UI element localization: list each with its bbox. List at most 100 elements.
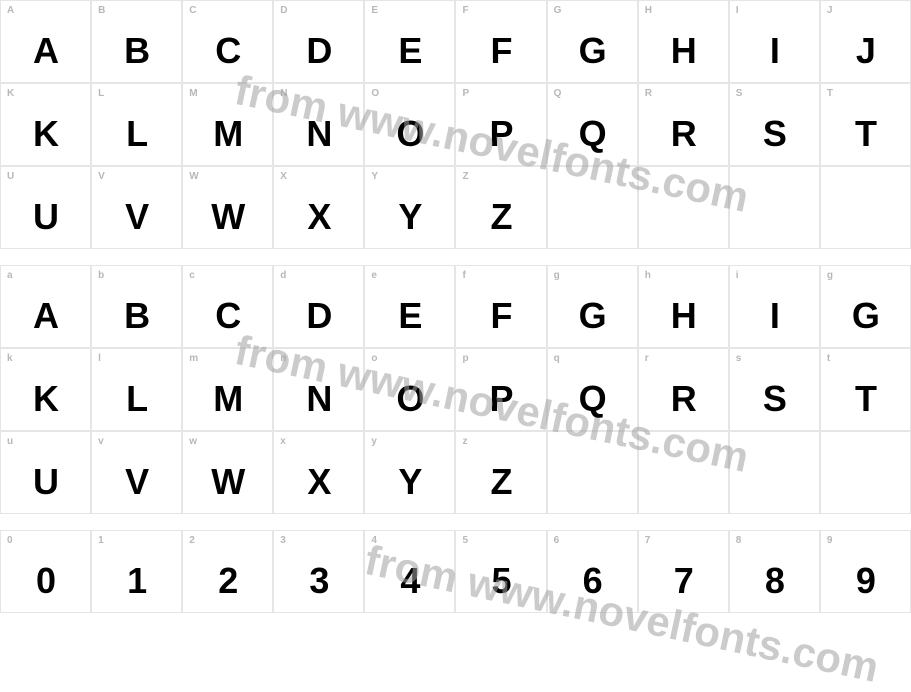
glyph-cell-label: l bbox=[92, 349, 181, 368]
glyph: V bbox=[92, 451, 181, 513]
glyph: P bbox=[456, 103, 545, 165]
glyph-cell: 00 bbox=[0, 530, 91, 613]
glyph-cell-label: D bbox=[274, 1, 363, 20]
glyph-cell-empty bbox=[547, 431, 638, 514]
glyph bbox=[821, 175, 910, 248]
glyph-cell: PP bbox=[455, 83, 546, 166]
glyph-cell-label: S bbox=[730, 84, 819, 103]
glyph-cell: KK bbox=[0, 83, 91, 166]
glyph: Y bbox=[365, 451, 454, 513]
glyph-cell-label: K bbox=[1, 84, 90, 103]
glyph: C bbox=[183, 285, 272, 347]
glyph: A bbox=[1, 20, 90, 82]
glyph-cell-label: N bbox=[274, 84, 363, 103]
glyph-cell-label bbox=[548, 432, 637, 440]
glyph-cell: qQ bbox=[547, 348, 638, 431]
glyph: N bbox=[274, 368, 363, 430]
glyph: G bbox=[548, 285, 637, 347]
glyph-cell: nN bbox=[273, 348, 364, 431]
glyph: 6 bbox=[548, 550, 637, 612]
glyph-cell-label: 7 bbox=[639, 531, 728, 550]
glyph-cell-label: b bbox=[92, 266, 181, 285]
glyph-cell: 77 bbox=[638, 530, 729, 613]
glyph: J bbox=[821, 20, 910, 82]
glyph-cell-label: H bbox=[639, 1, 728, 20]
glyph-cell-label: P bbox=[456, 84, 545, 103]
glyph-cell-label bbox=[730, 167, 819, 175]
glyph-row: aAbBcCdDeEfFgGhHiIgG bbox=[0, 265, 911, 348]
glyph-cell-label: F bbox=[456, 1, 545, 20]
glyph-cell-label: h bbox=[639, 266, 728, 285]
glyph-cell: EE bbox=[364, 0, 455, 83]
glyph: K bbox=[1, 368, 90, 430]
glyph-cell-empty bbox=[638, 431, 729, 514]
glyph-cell: gG bbox=[820, 265, 911, 348]
glyph-cell-label: g bbox=[821, 266, 910, 285]
glyph: I bbox=[730, 20, 819, 82]
glyph-cell: BB bbox=[91, 0, 182, 83]
glyph-cell: RR bbox=[638, 83, 729, 166]
glyph: I bbox=[730, 285, 819, 347]
glyph-cell-label: x bbox=[274, 432, 363, 451]
glyph: D bbox=[274, 285, 363, 347]
glyph: 7 bbox=[639, 550, 728, 612]
glyph-cell-empty bbox=[820, 166, 911, 249]
glyph-cell: 11 bbox=[91, 530, 182, 613]
glyph: 4 bbox=[365, 550, 454, 612]
glyph-cell: JJ bbox=[820, 0, 911, 83]
glyph-cell: lL bbox=[91, 348, 182, 431]
glyph: W bbox=[183, 451, 272, 513]
glyph-cell-label: B bbox=[92, 1, 181, 20]
glyph-cell-label: f bbox=[456, 266, 545, 285]
glyph-cell-label bbox=[821, 167, 910, 175]
glyph-cell-label: 2 bbox=[183, 531, 272, 550]
glyph-cell-label: T bbox=[821, 84, 910, 103]
glyph-cell: SS bbox=[729, 83, 820, 166]
glyph: K bbox=[1, 103, 90, 165]
glyph-cell-label: W bbox=[183, 167, 272, 186]
glyph-row: UUVVWWXXYYZZ bbox=[0, 166, 911, 249]
glyph-cell: CC bbox=[182, 0, 273, 83]
glyph: H bbox=[639, 285, 728, 347]
glyph-cell: II bbox=[729, 0, 820, 83]
glyph-cell-label bbox=[821, 432, 910, 440]
glyph-cell: fF bbox=[455, 265, 546, 348]
glyph-cell: rR bbox=[638, 348, 729, 431]
glyph: Q bbox=[548, 368, 637, 430]
glyph: B bbox=[92, 20, 181, 82]
glyph-cell: QQ bbox=[547, 83, 638, 166]
glyph-cell-label: R bbox=[639, 84, 728, 103]
glyph-cell: yY bbox=[364, 431, 455, 514]
glyph-row: AABBCCDDEEFFGGHHIIJJ bbox=[0, 0, 911, 83]
glyph-cell-label: J bbox=[821, 1, 910, 20]
glyph-cell: uU bbox=[0, 431, 91, 514]
glyph-cell: GG bbox=[547, 0, 638, 83]
glyph-cell-label: n bbox=[274, 349, 363, 368]
glyph-cell: 22 bbox=[182, 530, 273, 613]
glyph: S bbox=[730, 368, 819, 430]
glyph-cell: kK bbox=[0, 348, 91, 431]
glyph-cell-empty bbox=[729, 431, 820, 514]
glyph bbox=[639, 440, 728, 513]
glyph-cell-label: O bbox=[365, 84, 454, 103]
glyph-cell-label: v bbox=[92, 432, 181, 451]
glyph: F bbox=[456, 285, 545, 347]
glyph: X bbox=[274, 451, 363, 513]
glyph-cell: 33 bbox=[273, 530, 364, 613]
glyph-cell: hH bbox=[638, 265, 729, 348]
glyph-row: uUvVwWxXyYzZ bbox=[0, 431, 911, 514]
glyph-cell: HH bbox=[638, 0, 729, 83]
glyph-cell-label: Z bbox=[456, 167, 545, 186]
glyph-cell: wW bbox=[182, 431, 273, 514]
glyph-cell-label: z bbox=[456, 432, 545, 451]
glyph-cell-label: G bbox=[548, 1, 637, 20]
glyph-cell-label: 1 bbox=[92, 531, 181, 550]
glyph-cell-label: a bbox=[1, 266, 90, 285]
glyph-cell-label: A bbox=[1, 1, 90, 20]
glyph-cell-label: y bbox=[365, 432, 454, 451]
glyph: H bbox=[639, 20, 728, 82]
glyph: 2 bbox=[183, 550, 272, 612]
glyph-cell: ZZ bbox=[455, 166, 546, 249]
glyph-cell: 88 bbox=[729, 530, 820, 613]
glyph: Q bbox=[548, 103, 637, 165]
